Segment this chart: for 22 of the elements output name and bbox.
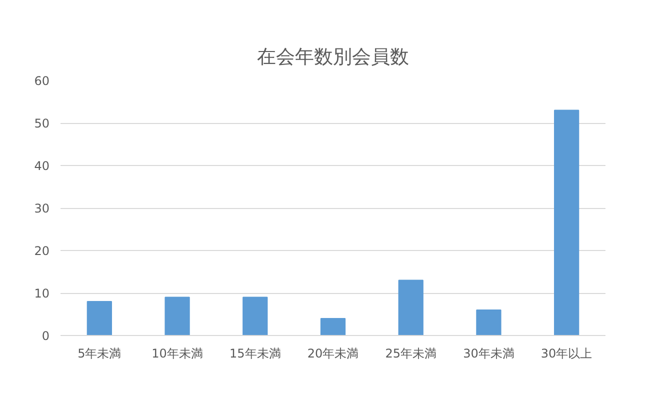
x-tick-label: 5年未満	[78, 346, 122, 360]
y-tick-label: 60	[34, 74, 50, 88]
bar	[86, 301, 112, 336]
chart-title: 在会年数別会員数	[257, 46, 409, 68]
bar	[476, 310, 502, 336]
y-tick-label: 10	[34, 286, 50, 300]
y-tick-label: 0	[42, 329, 50, 343]
y-tick-label: 50	[34, 116, 50, 130]
y-tick-label: 20	[34, 244, 50, 258]
x-tick-label: 20年未満	[307, 346, 359, 360]
x-tick-label: 15年未満	[230, 346, 281, 360]
bar	[554, 110, 580, 336]
y-tick-label: 40	[34, 159, 50, 173]
x-tick-label: 30年以上	[540, 346, 592, 360]
bar	[242, 296, 268, 336]
bar	[320, 318, 346, 336]
x-tick-label: 25年未満	[385, 346, 437, 360]
x-tick-label: 10年未満	[152, 346, 203, 360]
x-tick-label: 30年未満	[463, 346, 514, 360]
bar	[164, 296, 190, 336]
y-tick-label: 30	[34, 202, 50, 216]
bar	[398, 280, 424, 336]
